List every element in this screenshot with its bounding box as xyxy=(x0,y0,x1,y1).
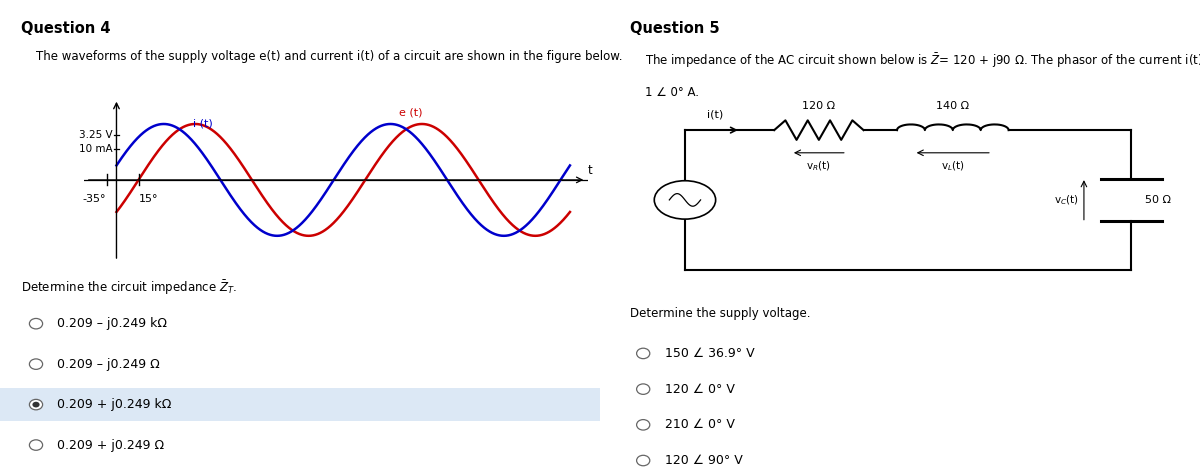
Text: The waveforms of the supply voltage e(t) and current i(t) of a circuit are shown: The waveforms of the supply voltage e(t)… xyxy=(36,50,623,63)
Text: 150 ∠ 36.9° V: 150 ∠ 36.9° V xyxy=(665,347,755,360)
Circle shape xyxy=(29,318,43,329)
Text: 0.209 – j0.249 Ω: 0.209 – j0.249 Ω xyxy=(58,357,160,371)
Circle shape xyxy=(29,399,43,410)
Text: 0.209 + j0.249 Ω: 0.209 + j0.249 Ω xyxy=(58,438,164,452)
Text: i (t): i (t) xyxy=(192,119,212,129)
Text: Determine the supply voltage.: Determine the supply voltage. xyxy=(630,307,810,320)
Text: 120 Ω: 120 Ω xyxy=(803,101,835,111)
FancyBboxPatch shape xyxy=(0,388,600,421)
Circle shape xyxy=(637,384,650,394)
Text: v$_C$(t): v$_C$(t) xyxy=(1054,193,1079,207)
Text: 3.25 V: 3.25 V xyxy=(78,130,112,140)
Circle shape xyxy=(654,181,715,219)
Text: t: t xyxy=(588,164,593,177)
Text: 1 ∠ 0° A.: 1 ∠ 0° A. xyxy=(646,86,698,99)
Circle shape xyxy=(32,402,40,407)
Circle shape xyxy=(637,420,650,430)
Circle shape xyxy=(637,348,650,359)
Circle shape xyxy=(29,359,43,369)
Text: 0.209 + j0.249 kΩ: 0.209 + j0.249 kΩ xyxy=(58,398,172,411)
Circle shape xyxy=(29,440,43,450)
Text: Question 5: Question 5 xyxy=(630,21,720,37)
Text: The impedance of the AC circuit shown below is $\bar{Z}$= 120 + j90 Ω. The phaso: The impedance of the AC circuit shown be… xyxy=(646,51,1200,70)
Text: 15°: 15° xyxy=(139,194,158,204)
Text: 210 ∠ 0° V: 210 ∠ 0° V xyxy=(665,418,734,431)
Text: Determine the circuit impedance $\bar{Z}_T$.: Determine the circuit impedance $\bar{Z}… xyxy=(22,278,238,297)
Text: i(t): i(t) xyxy=(707,109,724,119)
Circle shape xyxy=(637,455,650,466)
Text: 140 Ω: 140 Ω xyxy=(936,101,970,111)
Text: 120 ∠ 0° V: 120 ∠ 0° V xyxy=(665,383,734,396)
Text: 50 Ω: 50 Ω xyxy=(1145,195,1171,205)
Text: 0.209 – j0.249 kΩ: 0.209 – j0.249 kΩ xyxy=(58,317,167,330)
Text: v$_R$(t): v$_R$(t) xyxy=(806,160,832,173)
Text: Question 4: Question 4 xyxy=(22,21,110,37)
Text: e (t): e (t) xyxy=(400,107,422,117)
Text: 10 mA: 10 mA xyxy=(78,144,112,154)
Text: 120 ∠ 90° V: 120 ∠ 90° V xyxy=(665,454,743,467)
Text: -35°: -35° xyxy=(83,194,107,204)
Text: v$_L$(t): v$_L$(t) xyxy=(941,160,965,173)
